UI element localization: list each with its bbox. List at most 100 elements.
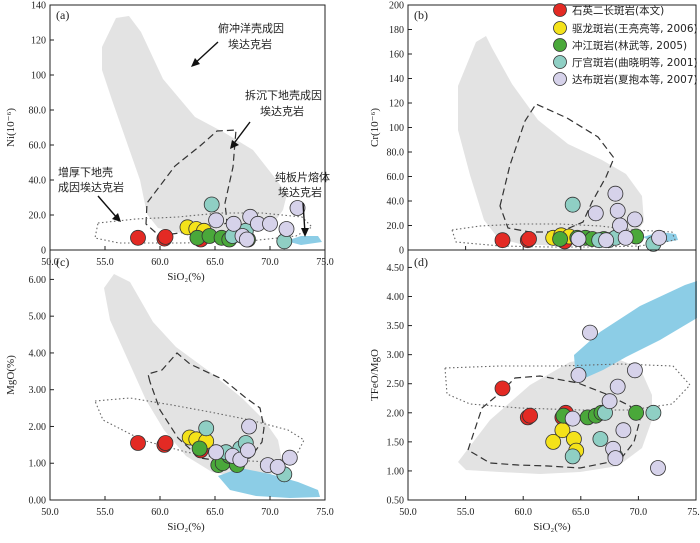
x-tick-label-a-1: 55.0 bbox=[96, 257, 114, 268]
slab-melt-field bbox=[286, 236, 322, 245]
y-tick-label-d-8: 4.50 bbox=[387, 263, 405, 274]
y-tick-label-b-8: 160 bbox=[389, 50, 404, 61]
x-axis-label-c: SiO₂(%) bbox=[167, 521, 205, 533]
x-tick-label-c-0: 50.0 bbox=[41, 507, 59, 518]
arrow-thickened-head bbox=[112, 213, 121, 222]
legend-marker-3 bbox=[553, 38, 567, 52]
y-tick-label-a-7: 140 bbox=[31, 1, 46, 12]
x-tick-label-d-3: 65.0 bbox=[572, 507, 590, 518]
data-point-b-s1-1 bbox=[494, 232, 511, 249]
data-point-b-s4-1 bbox=[564, 196, 581, 213]
y-tick-label-b-3: 60.0 bbox=[387, 172, 405, 183]
data-point-c-s3-1 bbox=[191, 440, 208, 457]
annotation-thickened-line2: 成因埃达克岩 bbox=[58, 180, 124, 194]
y-tick-label-b-4: 80.0 bbox=[387, 148, 405, 159]
data-point-b-s5-5 bbox=[609, 202, 626, 219]
y-tick-label-a-0: 0 bbox=[41, 246, 46, 257]
data-point-d-s5-10 bbox=[650, 460, 666, 476]
y-axis-label-a: Ni(10⁻⁶) bbox=[5, 108, 17, 147]
x-tick-label-d-4: 70.0 bbox=[630, 507, 648, 518]
panel-d-points bbox=[494, 324, 666, 476]
x-tick-label-d-2: 60.0 bbox=[514, 507, 532, 518]
legend-label-4: 厅宫斑岩(曲晓明等, 2001) bbox=[572, 56, 698, 69]
x-tick-label-d-1: 55.0 bbox=[457, 507, 475, 518]
data-point-d-s4-2 bbox=[592, 431, 609, 447]
y-tick-label-d-1: 1.00 bbox=[387, 466, 405, 477]
y-tick-label-b-1: 20.0 bbox=[387, 221, 405, 232]
panel-c-blue-field bbox=[218, 468, 320, 498]
y-tick-label-a-2: 40.0 bbox=[29, 176, 47, 187]
data-point-c-s5-5 bbox=[241, 418, 258, 435]
data-point-a-s4-1 bbox=[203, 196, 220, 213]
panel-c-gray-field bbox=[104, 274, 282, 478]
data-point-d-s2-1 bbox=[545, 433, 562, 450]
y-tick-label-c-4: 4.00 bbox=[29, 348, 47, 359]
panel-c-axes: 50.0 55.0 60.0 65.0 70.0 75.0 0.00 1.00 2.00 3.00… bbox=[5, 275, 334, 533]
data-point-b-s3-1 bbox=[552, 231, 568, 247]
data-point-d-s5-6 bbox=[607, 450, 624, 467]
panel-c-points bbox=[130, 418, 298, 483]
y-tick-label-d-3: 2.00 bbox=[387, 408, 405, 419]
data-point-c-s5-4 bbox=[240, 442, 256, 459]
arrow-delaminated bbox=[231, 121, 251, 147]
x-axis-label-d: SiO₂(%) bbox=[533, 521, 571, 533]
x-tick-label-d-5: 75.0 bbox=[687, 507, 700, 518]
x-tick-label-c-2: 60.0 bbox=[151, 507, 169, 518]
y-tick-label-b-10: 200 bbox=[389, 1, 404, 12]
y-tick-label-b-2: 40.0 bbox=[387, 197, 405, 208]
y-tick-label-d-0: 0.50 bbox=[387, 496, 405, 507]
data-point-c-s5-1 bbox=[208, 444, 225, 461]
annotation-delaminated-line2: 埃达克岩 bbox=[260, 104, 304, 118]
data-point-b-s5-7 bbox=[617, 229, 634, 246]
annotation-subducted-line1: 俯冲洋壳成因 bbox=[218, 21, 284, 35]
data-point-d-s5-8 bbox=[615, 422, 632, 439]
panel-c-fields bbox=[94, 274, 320, 498]
arrow-slab-melt-head bbox=[301, 228, 309, 237]
panel-b-axes: 0 20.0 40.0 60.0 80.0 100 120 140 160 180 200 Cr(10… bbox=[369, 1, 697, 257]
panel-d: 50.0 55.0 60.0 65.0 70.0 75.0 0.50 1.00 1.50 2.00… bbox=[369, 249, 700, 533]
data-point-d-s1-1 bbox=[494, 380, 511, 397]
y-tick-label-a-3: 60.0 bbox=[29, 141, 47, 152]
y-tick-label-b-6: 120 bbox=[389, 99, 404, 110]
data-point-d-s5-4 bbox=[601, 393, 618, 410]
y-tick-label-d-5: 3.00 bbox=[387, 350, 405, 361]
panel-b-gray-field bbox=[458, 36, 644, 246]
panel-d-axes: 50.0 55.0 60.0 65.0 70.0 75.0 0.50 1.00 1.50 2.00… bbox=[369, 263, 700, 533]
data-point-d-s3-5 bbox=[628, 404, 644, 421]
x-tick-label-c-1: 55.0 bbox=[96, 507, 114, 518]
data-point-a-s5-8 bbox=[278, 221, 295, 237]
annotation-slab-melt-line1: 纯板片熔体 bbox=[275, 170, 330, 184]
y-tick-label-c-5: 5.00 bbox=[29, 312, 47, 323]
panel-a-label: (a) bbox=[56, 8, 69, 22]
data-point-d-s5-9 bbox=[627, 362, 643, 379]
legend-marker-5 bbox=[553, 72, 567, 86]
y-axis-label-b: Cr(10⁻⁶) bbox=[369, 108, 381, 147]
panel-d-blue-field bbox=[574, 281, 697, 378]
y-tick-label-d-4: 2.50 bbox=[387, 379, 405, 390]
y-tick-label-c-3: 3.00 bbox=[29, 385, 47, 396]
data-point-d-s5-1 bbox=[564, 410, 581, 427]
y-tick-label-d-6: 3.50 bbox=[387, 321, 405, 332]
data-point-a-s5-7 bbox=[262, 215, 278, 232]
y-tick-label-b-9: 180 bbox=[389, 25, 404, 36]
x-axis-label-a: SiO₂(%) bbox=[167, 271, 205, 283]
arrow-subducted-head bbox=[191, 58, 200, 67]
legend: 石英二长斑岩(本文) 驱龙斑岩(王亮亮等, 2006) 冲江斑岩(林武等, 20… bbox=[553, 3, 698, 86]
y-tick-label-a-6: 120 bbox=[31, 36, 46, 47]
data-point-b-s5-3 bbox=[598, 232, 614, 249]
data-point-a-s1-3 bbox=[157, 228, 174, 245]
data-point-c-s5-8 bbox=[281, 449, 298, 466]
data-point-b-s5-9 bbox=[651, 229, 667, 246]
y-tick-label-a-5: 100 bbox=[31, 71, 46, 82]
data-point-b-s5-2 bbox=[587, 205, 604, 222]
panel-a-points bbox=[130, 196, 306, 250]
panel-b-label: (b) bbox=[414, 8, 428, 22]
y-tick-label-c-6: 6.00 bbox=[29, 275, 47, 286]
data-point-b-s5-4 bbox=[607, 185, 624, 202]
legend-marker-4 bbox=[553, 55, 567, 69]
panel-d-frame bbox=[407, 249, 697, 501]
panel-d-label: (d) bbox=[414, 255, 428, 269]
x-tick-label-c-5: 75.0 bbox=[316, 507, 334, 518]
legend-label-2: 驱龙斑岩(王亮亮等, 2006) bbox=[572, 22, 698, 35]
data-point-b-s5-1 bbox=[570, 231, 587, 247]
